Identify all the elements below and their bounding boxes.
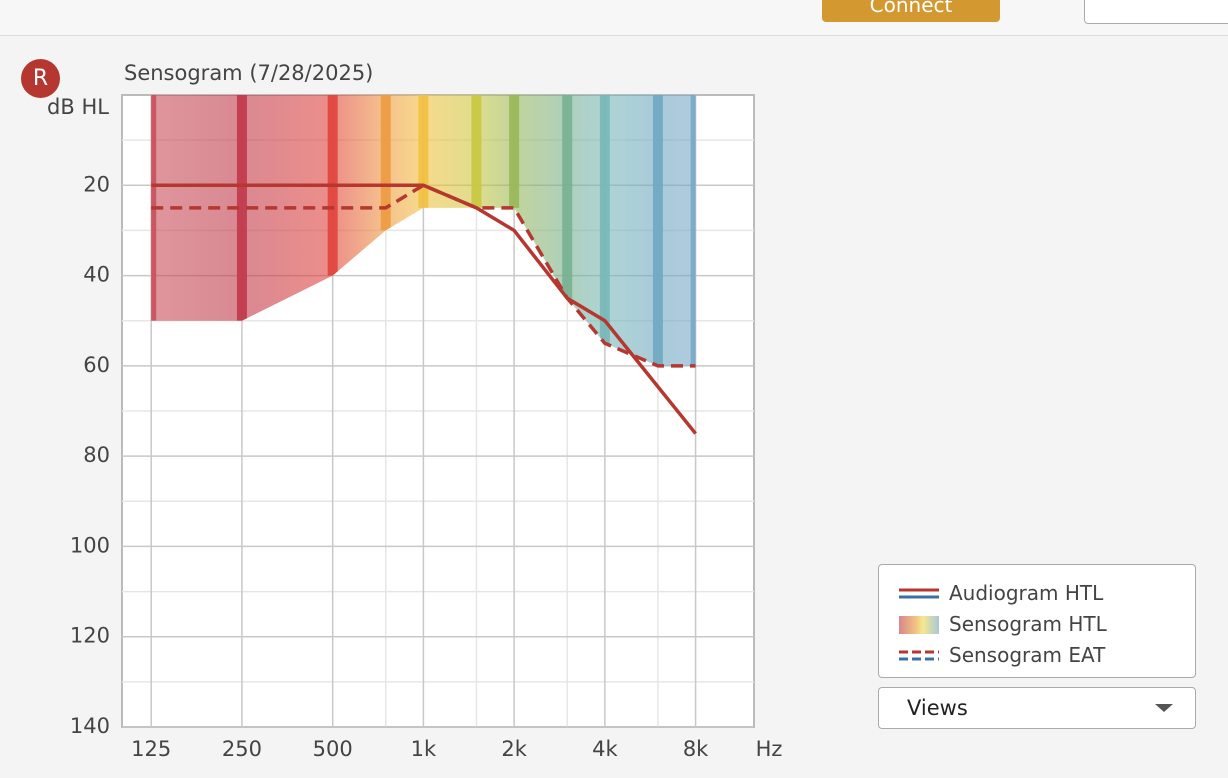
series-line — [151, 183, 697, 435]
y-tick-label: 40 — [83, 263, 110, 287]
series-line — [151, 183, 696, 368]
sensogram-bar — [690, 95, 696, 366]
sensogram-bar — [471, 95, 482, 208]
sensogram-bar — [236, 95, 247, 321]
sensogram-bar — [509, 95, 520, 208]
views-label: Views — [907, 696, 968, 720]
x-tick-label: 125 — [131, 737, 171, 761]
legend-label: Sensogram EAT — [949, 643, 1106, 667]
x-tick-label: 8k — [683, 737, 709, 761]
legend-label: Audiogram HTL — [949, 581, 1104, 605]
y-tick-label: 60 — [83, 353, 110, 377]
y-axis-label: dB HL — [47, 95, 109, 119]
sensogram-bar — [418, 95, 429, 208]
x-axis-label: Hz — [756, 737, 783, 761]
legend-swatch — [899, 588, 939, 599]
y-tick-label: 20 — [83, 172, 110, 196]
y-tick-label: 140 — [70, 714, 110, 738]
sensogram-bar — [380, 95, 391, 231]
ear-badge: R — [21, 59, 60, 98]
sensogram-bar — [562, 95, 573, 299]
chart: Sensogram (7/28/2025) dB HL Hz 20 40 60 80 1… — [47, 61, 783, 761]
legend-item: Sensogram EAT — [899, 643, 1105, 667]
sensogram-bar — [599, 95, 610, 344]
legend-item: Sensogram HTL — [899, 612, 1107, 636]
legend-swatch — [899, 650, 939, 661]
legend-swatch — [899, 616, 939, 634]
legend-item: Audiogram HTL — [899, 581, 1103, 605]
x-tick-label: 1k — [411, 737, 437, 761]
toolbar: Connect — [0, 0, 1228, 36]
device-combo[interactable] — [1084, 0, 1228, 24]
x-tick-label: 4k — [592, 737, 618, 761]
views-dropdown[interactable]: Views — [878, 687, 1196, 729]
chart-title: Sensogram (7/28/2025) — [124, 61, 373, 85]
y-tick-label: 100 — [70, 533, 110, 557]
y-tick-label: 80 — [83, 443, 110, 467]
y-tick-label: 120 — [70, 624, 110, 648]
x-tick-label: 2k — [501, 737, 527, 761]
connect-button[interactable]: Connect — [822, 0, 1000, 22]
sensogram-bar — [652, 95, 663, 366]
x-tick-label: 500 — [313, 737, 353, 761]
legend-label: Sensogram HTL — [949, 612, 1107, 636]
x-tick-label: 250 — [222, 737, 262, 761]
legend: Audiogram HTL Sensogram HTL Sensogram EA… — [878, 564, 1196, 678]
caret-icon — [1155, 704, 1173, 712]
sensogram-area — [151, 95, 696, 366]
